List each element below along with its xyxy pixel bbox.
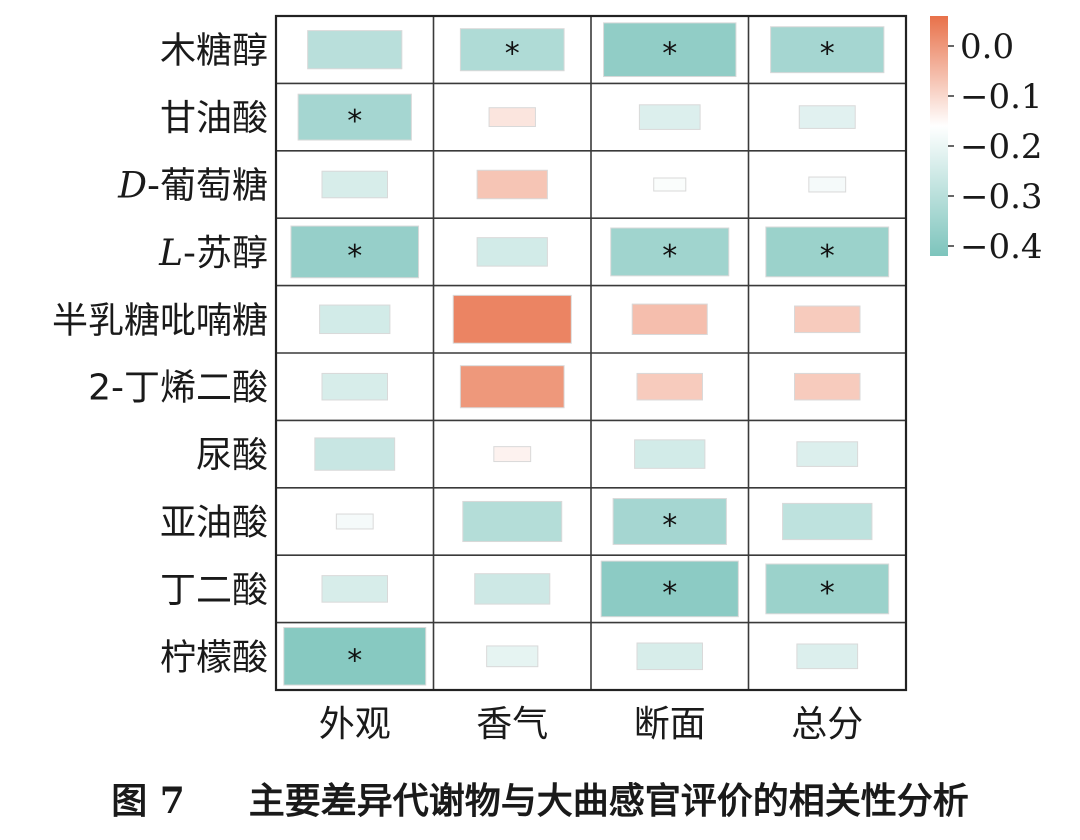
heatmap-cell xyxy=(321,170,388,199)
row-label-prefix: D xyxy=(117,166,147,207)
significance-star: * xyxy=(820,576,835,611)
heatmap-cells: * * * * * * * * * * * xyxy=(276,16,906,690)
heatmap-cell xyxy=(794,305,861,334)
heatmap-cell xyxy=(476,237,548,267)
row-label-text: 木糖醇 xyxy=(160,31,268,72)
colorbar: 0.0 −0.1 −0.2 −0.3 −0.4 xyxy=(930,16,1043,267)
significance-star: * xyxy=(347,643,362,678)
heatmap-cell xyxy=(794,372,861,401)
caption-text: 主要差异代谢物与大曲感官评价的相关性分析 xyxy=(248,780,969,822)
heatmap-cell xyxy=(283,627,427,686)
column-label: 香气 xyxy=(476,704,548,745)
heatmap-cell xyxy=(796,643,859,670)
heatmap-cell xyxy=(653,177,687,192)
colorbar-gradient xyxy=(930,16,948,256)
significance-star: * xyxy=(662,37,677,72)
heatmap-cell xyxy=(765,226,890,278)
heatmap-cell xyxy=(808,176,847,193)
heatmap-cell xyxy=(486,645,539,668)
row-label: 2-丁烯二酸 xyxy=(88,368,268,409)
column-label: 外观 xyxy=(319,704,391,745)
row-label-text: 甘油酸 xyxy=(160,98,268,139)
row-label: 甘油酸 xyxy=(160,98,268,139)
heatmap-cell xyxy=(307,30,403,70)
heatmap-cell xyxy=(321,372,388,401)
heatmap-cell xyxy=(297,93,412,141)
heatmap-grid xyxy=(274,14,908,692)
row-label: 木糖醇 xyxy=(160,31,268,72)
significance-star: * xyxy=(820,37,835,72)
row-label-text: 尿酸 xyxy=(196,435,268,476)
heatmap-cell xyxy=(600,560,739,618)
row-label: 亚油酸 xyxy=(160,503,268,544)
heatmap-cell xyxy=(459,365,565,409)
heatmap-cell xyxy=(631,303,708,336)
heatmap-cell xyxy=(796,441,859,467)
row-label: 尿酸 xyxy=(196,435,268,476)
heatmap-cell xyxy=(612,498,727,545)
row-label: 柠檬酸 xyxy=(160,637,268,678)
row-label-text: 半乳糖吡喃糖 xyxy=(52,300,268,341)
heatmap-cell xyxy=(335,513,374,530)
row-label-text: 2-丁烯二酸 xyxy=(88,368,268,409)
figure-number: 图 7 xyxy=(111,780,185,822)
heatmap-cell xyxy=(459,28,565,72)
column-labels: 外观 香气 断面 总分 xyxy=(319,704,864,745)
significance-star: * xyxy=(347,104,362,139)
row-label: D-葡萄糖 xyxy=(117,166,268,207)
heatmap-cell xyxy=(634,439,706,469)
heatmap-cell xyxy=(476,169,548,200)
significance-star: * xyxy=(347,239,362,274)
heatmap-cell xyxy=(638,104,701,130)
heatmap-cell xyxy=(319,304,391,335)
row-label-prefix: L xyxy=(158,233,183,274)
row-label-text: -苏醇 xyxy=(183,233,268,274)
heatmap-cell xyxy=(474,573,551,605)
heatmap-cell xyxy=(636,372,703,401)
row-label: 丁二酸 xyxy=(160,570,268,611)
heatmap-cell xyxy=(321,575,388,603)
heatmap-cell xyxy=(452,294,572,344)
colorbar-tick-label: −0.4 xyxy=(960,227,1043,267)
colorbar-tick-label: −0.3 xyxy=(960,177,1043,217)
significance-star: * xyxy=(505,37,520,72)
row-label-text: 丁二酸 xyxy=(160,570,268,611)
heatmap-cell xyxy=(610,227,730,277)
significance-star: * xyxy=(662,239,677,274)
colorbar-tick-label: 0.0 xyxy=(960,27,1014,67)
heatmap-cell xyxy=(603,22,737,78)
row-label: 半乳糖吡喃糖 xyxy=(52,300,268,341)
column-label: 断面 xyxy=(634,704,706,745)
row-label-text: 亚油酸 xyxy=(160,503,268,544)
heatmap-cell xyxy=(493,446,532,463)
heatmap-cell xyxy=(770,26,885,74)
row-label-text: -葡萄糖 xyxy=(147,166,268,207)
figure-caption: 图 7 主要差异代谢物与大曲感官评价的相关性分析 xyxy=(0,772,1080,824)
row-label: L-苏醇 xyxy=(158,233,268,274)
significance-star: * xyxy=(820,239,835,274)
heatmap-border xyxy=(274,14,908,692)
heatmap-cell xyxy=(290,225,420,279)
heatmap-cell xyxy=(765,563,890,615)
significance-star: * xyxy=(662,509,677,544)
heatmap-cell xyxy=(462,500,563,543)
row-label-text: 柠檬酸 xyxy=(160,637,268,678)
heatmap-cell xyxy=(488,107,536,127)
heatmap-cell xyxy=(782,502,873,541)
heatmap-cell xyxy=(636,642,703,671)
significance-star: * xyxy=(662,576,677,611)
heatmap-cell xyxy=(314,437,396,471)
column-label: 总分 xyxy=(791,704,863,745)
colorbar-tick-label: −0.2 xyxy=(960,127,1043,167)
colorbar-tick-label: −0.1 xyxy=(960,77,1043,117)
heatmap-cell xyxy=(798,105,856,129)
